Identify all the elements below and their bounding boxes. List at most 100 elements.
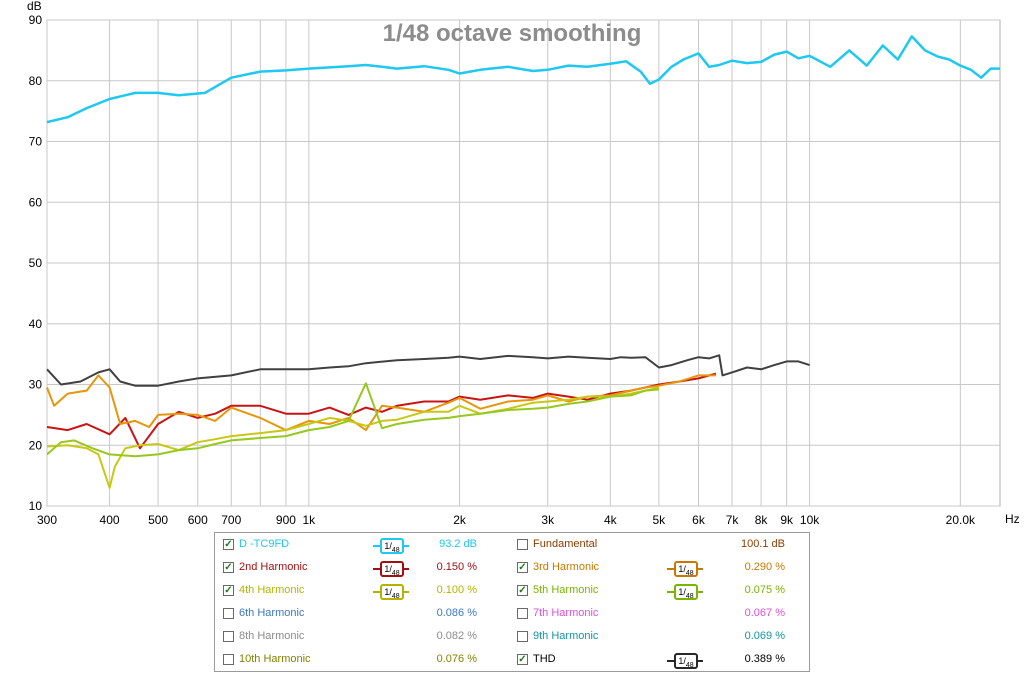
legend-item-thd: ✓ THD 1/48 0.389 %	[517, 650, 807, 673]
legend-item-label: 3rd Harmonic	[533, 561, 600, 573]
legend-item-3rd-harmonic: ✓ 3rd Harmonic 1/48 0.290 %	[517, 558, 807, 581]
legend-item-label: D -TC9FD	[239, 538, 290, 550]
x-tick-label: 20.0k	[946, 513, 976, 527]
legend-item-value: 0.082 %	[436, 630, 477, 642]
grid-lines	[46, 19, 1000, 507]
legend-item-d-tc9fd: ✓ D -TC9FD 1/48 93.2 dB	[223, 535, 513, 558]
chart-title: 1/48 octave smoothing	[383, 20, 642, 47]
legend-item-label: 8th Harmonic	[239, 630, 305, 642]
legend-item-label: 2nd Harmonic	[239, 561, 308, 573]
legend-item-value: 0.075 %	[744, 584, 785, 596]
series-line-d-tc9fd	[46, 35, 1000, 124]
series-lines	[46, 35, 1000, 489]
legend-checkbox[interactable]: ✓	[517, 562, 528, 573]
legend-item-label: 10th Harmonic	[239, 653, 311, 665]
legend-item-value: 0.086 %	[436, 607, 477, 619]
y-tick-label: 40	[29, 317, 43, 331]
series-line-2nd-harmonic	[46, 372, 717, 450]
y-tick-label: 10	[29, 499, 43, 513]
smoothing-indicator[interactable]: 1/48	[373, 538, 409, 554]
legend-checkbox[interactable]: ✓	[223, 539, 234, 550]
legend-checkbox[interactable]	[223, 654, 234, 665]
y-axis-unit: dB	[27, 0, 42, 13]
smoothing-badge: 1/48	[380, 561, 404, 577]
smoothing-badge: 1/48	[674, 653, 698, 669]
y-tick-label: 60	[29, 195, 43, 209]
legend-item-value: 0.076 %	[436, 653, 477, 665]
legend-item-label: 7th Harmonic	[533, 607, 599, 619]
legend-item-9th-harmonic: 9th Harmonic 0.069 %	[517, 627, 807, 650]
y-tick-label: 80	[29, 74, 43, 88]
y-tick-label: 70	[29, 135, 43, 149]
legend-item-fundamental: Fundamental 100.1 dB	[517, 535, 807, 558]
legend-item-10th-harmonic: 10th Harmonic 0.076 %	[223, 650, 513, 673]
legend-checkbox[interactable]: ✓	[223, 562, 234, 573]
x-tick-label: 10k	[800, 513, 820, 527]
legend-item-label: 4th Harmonic	[239, 584, 305, 596]
legend-checkbox[interactable]	[223, 631, 234, 642]
x-tick-label: 2k	[453, 513, 467, 527]
legend-item-value: 0.290 %	[744, 561, 785, 573]
smoothing-indicator[interactable]: 1/48	[373, 561, 409, 577]
smoothing-indicator[interactable]: 1/48	[667, 653, 703, 669]
legend-checkbox[interactable]: ✓	[223, 585, 234, 596]
legend-item-7th-harmonic: 7th Harmonic 0.067 %	[517, 604, 807, 627]
legend-checkbox[interactable]: ✓	[517, 654, 528, 665]
legend-checkbox[interactable]	[517, 631, 528, 642]
x-tick-label: 700	[221, 513, 241, 527]
legend-item-value: 0.067 %	[744, 607, 785, 619]
legend-checkbox[interactable]	[223, 608, 234, 619]
x-tick-label: 400	[100, 513, 120, 527]
x-tick-label: 600	[188, 513, 208, 527]
legend-checkbox[interactable]: ✓	[517, 585, 528, 596]
legend-item-5th-harmonic: ✓ 5th Harmonic 1/48 0.075 %	[517, 581, 807, 604]
legend-item-2nd-harmonic: ✓ 2nd Harmonic 1/48 0.150 %	[223, 558, 513, 581]
legend-item-value: 0.069 %	[744, 630, 785, 642]
series-line-4th-harmonic	[46, 386, 660, 489]
x-axis-ticks: 300 400 500 600 700 900 1k 2k 3k 4k 5k 6k 7k 8k 9k 10k 2…	[37, 513, 976, 527]
y-tick-label: 50	[29, 256, 43, 270]
legend-item-value: 93.2 dB	[439, 538, 477, 550]
legend-item-value: 100.1 dB	[740, 538, 785, 550]
legend-item-value: 0.100 %	[436, 584, 477, 596]
x-tick-label: 7k	[726, 513, 740, 527]
y-tick-label: 20	[29, 438, 43, 452]
x-tick-label: 300	[37, 513, 57, 527]
legend-panel: ✓ D -TC9FD 1/48 93.2 dB Fundamental 100.1 dB ✓…	[214, 532, 810, 672]
legend-item-label: 6th Harmonic	[239, 607, 305, 619]
x-tick-label: 9k	[780, 513, 794, 527]
legend-item-label: THD	[533, 653, 556, 665]
x-tick-label: 8k	[755, 513, 769, 527]
series-line-thd	[46, 354, 810, 387]
x-tick-label: 3k	[541, 513, 555, 527]
legend-item-8th-harmonic: 8th Harmonic 0.082 %	[223, 627, 513, 650]
smoothing-indicator[interactable]: 1/48	[373, 584, 409, 600]
smoothing-indicator[interactable]: 1/48	[667, 584, 703, 600]
legend-checkbox[interactable]	[517, 608, 528, 619]
smoothing-badge: 1/48	[674, 561, 698, 577]
x-tick-label: 500	[148, 513, 168, 527]
legend-checkbox[interactable]	[517, 539, 528, 550]
y-tick-label: 90	[29, 13, 43, 27]
smoothing-badge: 1/48	[380, 584, 404, 600]
x-axis-unit: Hz	[1005, 512, 1020, 526]
frequency-response-chart: 300 400 500 600 700 900 1k 2k 3k 4k 5k 6k 7k 8k 9k 10k 2…	[27, 0, 1020, 527]
smoothing-badge: 1/48	[674, 584, 698, 600]
smoothing-badge: 1/48	[380, 538, 404, 554]
legend-item-label: Fundamental	[533, 538, 598, 550]
y-axis-ticks: 10 20 30 40 50 60 70 80 90	[29, 13, 43, 513]
series-line-5th-harmonic	[46, 382, 659, 458]
smoothing-indicator[interactable]: 1/48	[667, 561, 703, 577]
x-tick-label: 5k	[653, 513, 667, 527]
legend-item-value: 0.150 %	[436, 561, 477, 573]
x-tick-label: 1k	[302, 513, 316, 527]
legend-item-value: 0.389 %	[744, 653, 785, 665]
legend-item-label: 9th Harmonic	[533, 630, 599, 642]
y-tick-label: 30	[29, 378, 43, 392]
x-tick-label: 900	[276, 513, 296, 527]
x-tick-label: 6k	[692, 513, 706, 527]
x-tick-label: 4k	[604, 513, 618, 527]
legend-item-label: 5th Harmonic	[533, 584, 599, 596]
legend-item-6th-harmonic: 6th Harmonic 0.086 %	[223, 604, 513, 627]
legend-item-4th-harmonic: ✓ 4th Harmonic 1/48 0.100 %	[223, 581, 513, 604]
